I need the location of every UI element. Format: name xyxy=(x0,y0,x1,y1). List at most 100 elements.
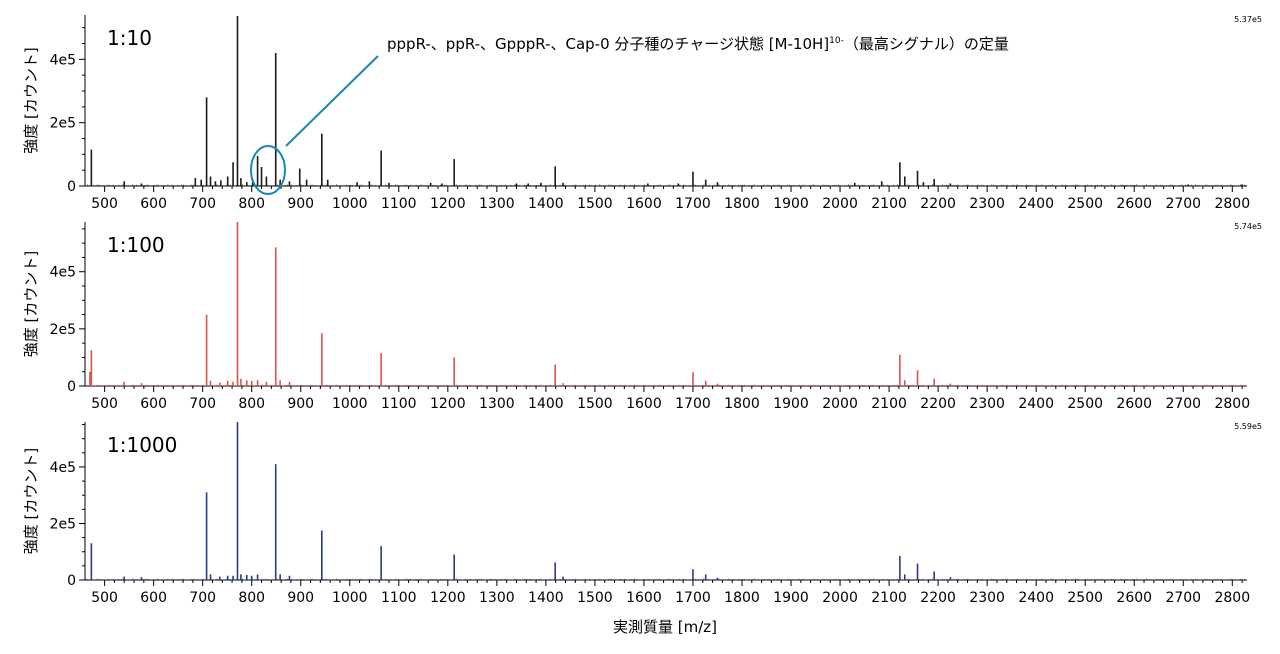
x-tick-label: 500 xyxy=(91,590,118,606)
x-tick-label: 1000 xyxy=(332,590,368,606)
x-tick-label: 2500 xyxy=(1067,590,1103,606)
x-tick-label: 2500 xyxy=(1067,196,1103,212)
x-tick-label: 600 xyxy=(140,196,167,212)
annotation-highlight-ellipse xyxy=(250,145,286,195)
x-tick-label: 2700 xyxy=(1165,196,1201,212)
baseline-noise xyxy=(87,578,1247,580)
x-tick-label: 1700 xyxy=(675,590,711,606)
annotation-main: pppR-、ppR-、GpppR-、Cap-0 分子種のチャージ状態 [M-10… xyxy=(387,35,829,53)
x-tick-label: 2000 xyxy=(822,396,858,412)
max-intensity-label: 5.74e5 xyxy=(1234,222,1262,231)
y-axis-label: 強度 [カウント] xyxy=(22,47,40,153)
x-tick-label: 1000 xyxy=(332,396,368,412)
x-tick-label: 2800 xyxy=(1214,396,1250,412)
annotation-group: pppR-、ppR-、GpppR-、Cap-0 分子種のチャージ状態 [M-10… xyxy=(250,35,1009,195)
annotation-leader-line xyxy=(285,55,379,147)
x-axis-label: 実測質量 [m/z] xyxy=(613,618,717,636)
x-tick-label: 1600 xyxy=(626,396,662,412)
x-tick-label: 1800 xyxy=(724,196,760,212)
x-tick-label: 2400 xyxy=(1018,590,1054,606)
x-tick-label: 600 xyxy=(140,590,167,606)
x-tick-label: 1500 xyxy=(577,590,613,606)
y-tick-label: 0 xyxy=(67,573,76,589)
x-tick-label: 800 xyxy=(238,196,265,212)
x-tick-label: 1100 xyxy=(381,590,417,606)
x-tick-label: 500 xyxy=(91,396,118,412)
x-tick-label: 500 xyxy=(91,196,118,212)
x-tick-label: 1600 xyxy=(626,196,662,212)
panel-label: 1:10 xyxy=(107,26,152,50)
x-tick-label: 2600 xyxy=(1116,590,1152,606)
x-tick-label: 2200 xyxy=(920,396,956,412)
x-tick-label: 2700 xyxy=(1165,396,1201,412)
x-tick-label: 800 xyxy=(238,396,265,412)
x-tick-label: 1100 xyxy=(381,396,417,412)
max-intensity-label: 5.37e5 xyxy=(1234,15,1262,24)
x-tick-label: 1900 xyxy=(773,196,809,212)
x-tick-label: 1300 xyxy=(479,196,515,212)
x-tick-label: 700 xyxy=(189,196,216,212)
spectrum-panel-1-100: 500 600 700 800 900 1000 1100 1200 1300 1400 1500 1… xyxy=(22,222,1262,412)
x-tick-label: 2800 xyxy=(1214,196,1250,212)
x-tick-label: 1400 xyxy=(528,396,564,412)
x-tick-label: 2600 xyxy=(1116,196,1152,212)
y-tick-label: 4e5 xyxy=(50,52,76,68)
x-tick-label: 1900 xyxy=(773,396,809,412)
y-tick-label: 2e5 xyxy=(50,116,76,132)
x-tick-label: 700 xyxy=(189,396,216,412)
baseline-noise xyxy=(87,384,1247,386)
x-tick-label: 2300 xyxy=(969,196,1005,212)
max-intensity-label: 5.59e5 xyxy=(1234,422,1262,431)
x-tick-label: 1800 xyxy=(724,396,760,412)
x-tick-label: 1200 xyxy=(430,196,466,212)
y-tick-label: 4e5 xyxy=(50,265,76,281)
x-tick-label: 1300 xyxy=(479,590,515,606)
spectrum-panel-1-1000: 500 600 700 800 900 1000 1100 1200 1300 1400 1500 1… xyxy=(22,422,1262,606)
x-tick-label: 1800 xyxy=(724,590,760,606)
x-tick-label: 1100 xyxy=(381,196,417,212)
y-tick-label: 0 xyxy=(67,379,76,395)
panel-label: 1:100 xyxy=(107,233,165,257)
panel-label: 1:1000 xyxy=(107,433,177,457)
annotation-suffix: （最高シグナル）の定量 xyxy=(844,35,1009,53)
y-tick-label: 2e5 xyxy=(50,322,76,338)
x-tick-label: 2200 xyxy=(920,590,956,606)
x-tick-label: 1400 xyxy=(528,590,564,606)
y-axis-label: 強度 [カウント] xyxy=(22,251,40,357)
x-tick-label: 2700 xyxy=(1165,590,1201,606)
x-tick-label: 1500 xyxy=(577,396,613,412)
x-tick-label: 1700 xyxy=(675,396,711,412)
x-tick-label: 900 xyxy=(287,196,314,212)
x-tick-label: 2500 xyxy=(1067,396,1103,412)
x-tick-label: 1500 xyxy=(577,196,613,212)
x-tick-label: 900 xyxy=(287,590,314,606)
x-tick-label: 600 xyxy=(140,396,167,412)
x-tick-label: 2100 xyxy=(871,196,907,212)
y-tick-label: 4e5 xyxy=(50,460,76,476)
x-tick-label: 2000 xyxy=(822,196,858,212)
annotation-superscript: 10- xyxy=(829,36,844,46)
x-tick-label: 2600 xyxy=(1116,396,1152,412)
x-tick-label: 2300 xyxy=(969,396,1005,412)
x-tick-label: 1700 xyxy=(675,196,711,212)
y-axis-label: 強度 [カウント] xyxy=(22,448,40,554)
x-tick-label: 1000 xyxy=(332,196,368,212)
x-tick-label: 1600 xyxy=(626,590,662,606)
x-tick-label: 2400 xyxy=(1018,396,1054,412)
x-tick-label: 1400 xyxy=(528,196,564,212)
x-tick-label: 800 xyxy=(238,590,265,606)
x-tick-label: 2100 xyxy=(871,396,907,412)
spectrum-panel-1-10: 500 600 700 800 900 1000 1100 1200 1300 1400 1500 1… xyxy=(22,15,1262,212)
x-tick-label: 1200 xyxy=(430,396,466,412)
y-tick-label: 0 xyxy=(67,179,76,195)
x-tick-label: 1200 xyxy=(430,590,466,606)
x-tick-label: 2400 xyxy=(1018,196,1054,212)
x-tick-label: 1900 xyxy=(773,590,809,606)
x-tick-label: 2000 xyxy=(822,590,858,606)
x-tick-label: 2800 xyxy=(1214,590,1250,606)
x-tick-label: 2300 xyxy=(969,590,1005,606)
x-tick-label: 2200 xyxy=(920,196,956,212)
x-tick-label: 700 xyxy=(189,590,216,606)
y-tick-label: 2e5 xyxy=(50,516,76,532)
